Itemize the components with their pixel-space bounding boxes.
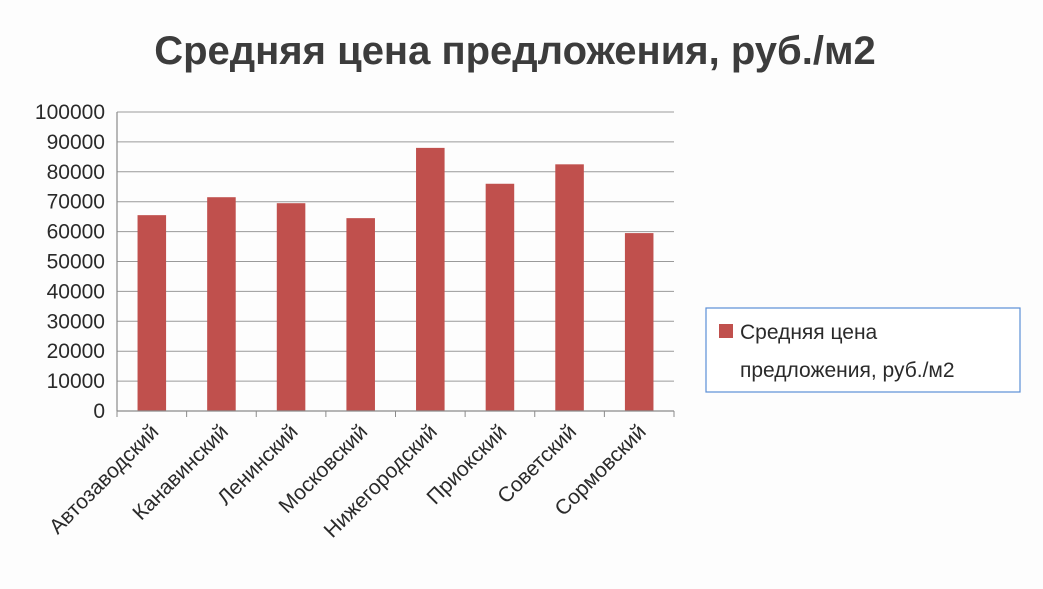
y-tick-label: 80000 (47, 161, 105, 184)
bar (137, 215, 167, 411)
bar (555, 164, 584, 411)
legend-label-line-1: Средняя цена (740, 321, 878, 344)
y-tick-label: 20000 (47, 340, 105, 363)
y-tick-label: 40000 (47, 280, 105, 303)
y-tick-label: 10000 (47, 370, 105, 393)
y-tick-label: 50000 (47, 251, 105, 274)
bar (416, 147, 445, 411)
bar (207, 197, 236, 411)
chart-title-layer: Средняя цена предложения, руб./м2 (154, 29, 876, 73)
chart-title: Средняя цена предложения, руб./м2 (154, 29, 876, 73)
bar (346, 218, 375, 411)
legend: Средняя цена предложения, руб./м2 (705, 307, 1021, 393)
bar (624, 233, 654, 411)
y-tick-label: 90000 (47, 131, 105, 154)
bars (137, 147, 654, 411)
bar (485, 183, 515, 411)
y-tick-label: 30000 (47, 310, 105, 333)
x-category-labels: АвтозаводскийКанавинскийЛенинскийМосковс… (45, 420, 651, 542)
y-tick-labels: 0 10000 20000 30000 40000 50000 60000 70000 8000… (35, 101, 105, 423)
legend-swatch (719, 324, 733, 338)
legend-label-line-2: предложения, руб./м2 (740, 359, 955, 382)
y-tick-label: 60000 (47, 221, 105, 244)
bar (276, 203, 306, 411)
y-tick-label: 70000 (47, 191, 105, 214)
y-tick-label: 0 (93, 400, 105, 423)
y-tick-label: 100000 (35, 101, 105, 124)
axes (116, 112, 675, 417)
gridlines (117, 111, 674, 382)
legend-box (705, 307, 1021, 393)
